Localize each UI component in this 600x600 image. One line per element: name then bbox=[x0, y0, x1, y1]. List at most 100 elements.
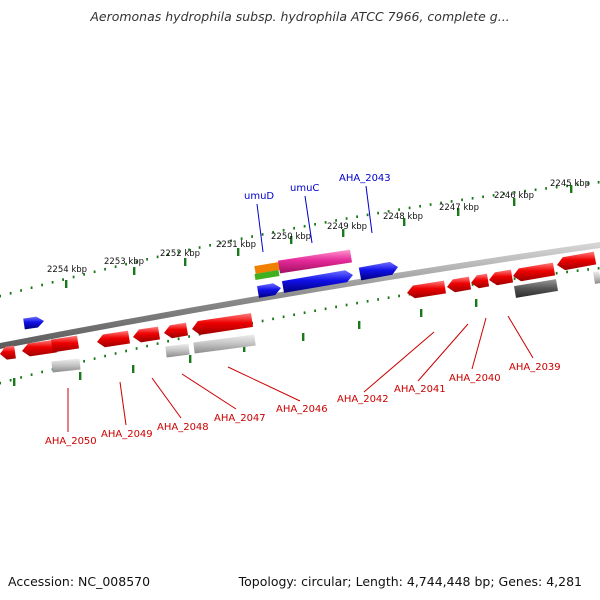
tick-dot bbox=[156, 255, 159, 259]
gene-name-label[interactable]: umuD bbox=[244, 191, 274, 202]
tick-dot bbox=[0, 381, 1, 385]
red-gene[interactable] bbox=[557, 251, 597, 271]
tick-dot bbox=[303, 311, 306, 315]
gray-feature[interactable] bbox=[51, 358, 81, 373]
tick-dot bbox=[408, 206, 411, 210]
aha2047-gene[interactable] bbox=[164, 322, 189, 339]
tick-dot bbox=[114, 352, 117, 355]
tick-dot bbox=[135, 347, 138, 350]
aha2040-gene[interactable] bbox=[471, 273, 490, 289]
tick-dot bbox=[20, 376, 22, 379]
scale-tick-label: 2245 kbp bbox=[550, 179, 590, 189]
tick-dot bbox=[251, 235, 253, 238]
map-title: Aeromonas hydrophila subsp. hydrophila A… bbox=[90, 9, 510, 24]
scale-tick-label: 2249 kbp bbox=[327, 222, 367, 232]
tick-dot bbox=[314, 309, 316, 313]
gene-label-connector bbox=[256, 203, 264, 253]
major-tick bbox=[403, 218, 406, 226]
aha2039-gene[interactable] bbox=[489, 269, 514, 286]
tick-dot bbox=[345, 217, 348, 220]
tick-dot bbox=[125, 262, 127, 266]
aha2042-gene[interactable] bbox=[407, 280, 446, 299]
aha2048-gene[interactable] bbox=[133, 326, 160, 343]
locus-tag-label[interactable]: AHA_2041 bbox=[394, 384, 446, 395]
gray-feature[interactable] bbox=[165, 343, 190, 358]
tick-dot bbox=[555, 271, 558, 275]
aha2046-gene[interactable] bbox=[192, 313, 253, 335]
red-gene[interactable] bbox=[0, 345, 16, 360]
locus-label-connector bbox=[151, 377, 182, 419]
major-tick bbox=[420, 309, 423, 317]
tick-dot bbox=[387, 296, 390, 299]
tick-dot bbox=[41, 370, 43, 374]
major-tick bbox=[13, 378, 16, 386]
major-tick bbox=[475, 299, 478, 307]
tick-dot bbox=[576, 183, 579, 186]
tick-dot bbox=[356, 215, 358, 219]
tick-dot bbox=[335, 305, 337, 309]
locus-tag-label[interactable]: AHA_2047 bbox=[214, 413, 266, 424]
umuD-feature-green[interactable] bbox=[254, 270, 280, 280]
tick-dot bbox=[356, 301, 358, 305]
tick-dot bbox=[114, 265, 117, 268]
tick-dot bbox=[293, 313, 295, 317]
gene-name-label[interactable]: AHA_2043 bbox=[339, 173, 391, 184]
tick-dot bbox=[104, 354, 106, 358]
aha2043-gene[interactable] bbox=[358, 261, 398, 281]
locus-label-connector bbox=[417, 323, 469, 382]
label-connectors bbox=[67, 185, 534, 432]
umuD-gene[interactable] bbox=[257, 283, 281, 298]
locus-tag-label[interactable]: AHA_2048 bbox=[157, 422, 209, 433]
locus-tag-label[interactable]: AHA_2046 bbox=[276, 404, 328, 415]
major-tick bbox=[290, 236, 293, 244]
tick-dot bbox=[398, 294, 400, 298]
tick-dot bbox=[240, 237, 243, 240]
major-tick bbox=[342, 229, 345, 237]
tick-dot bbox=[51, 280, 54, 284]
tick-dot bbox=[272, 317, 274, 321]
tick-dot bbox=[9, 291, 12, 295]
tick-dot bbox=[377, 298, 379, 301]
aha2049-gene[interactable] bbox=[97, 330, 130, 348]
gray-feature[interactable] bbox=[593, 271, 600, 284]
tick-dot bbox=[282, 228, 285, 232]
aha2041-gene[interactable] bbox=[447, 276, 472, 293]
tick-dot bbox=[492, 194, 495, 197]
gene-labels-bottom: AHA_2050 AHA_2049 AHA_2048 AHA_2047 AHA_2046… bbox=[45, 362, 561, 447]
tick-dot bbox=[377, 211, 379, 215]
locus-tag-label[interactable]: AHA_2050 bbox=[45, 436, 97, 447]
gene-name-label[interactable]: umuC bbox=[290, 183, 319, 194]
tick-dot bbox=[324, 307, 327, 311]
major-tick bbox=[570, 185, 573, 193]
locus-tag-label[interactable]: AHA_2042 bbox=[337, 394, 389, 405]
tick-dot bbox=[188, 248, 190, 252]
tick-dot bbox=[9, 378, 12, 382]
tick-dot bbox=[419, 204, 421, 208]
tick-dot bbox=[440, 201, 442, 205]
tick-dot bbox=[167, 339, 169, 343]
red-gene[interactable] bbox=[51, 335, 79, 353]
blue-gene-left[interactable] bbox=[23, 316, 44, 330]
umuC-feature[interactable] bbox=[278, 249, 352, 274]
locus-tag-label[interactable]: AHA_2040 bbox=[449, 373, 501, 384]
scale-tick-label: 2254 kbp bbox=[47, 265, 87, 275]
tick-dot bbox=[534, 188, 537, 192]
tick-dot bbox=[167, 253, 169, 256]
tick-dot bbox=[461, 198, 463, 202]
locus-tag-label[interactable]: AHA_2049 bbox=[101, 429, 153, 440]
red-gene[interactable] bbox=[513, 262, 556, 282]
tick-dot bbox=[314, 222, 316, 226]
tick-dot bbox=[345, 303, 348, 307]
dark-feature[interactable] bbox=[514, 279, 558, 298]
aha2050-gene[interactable] bbox=[22, 339, 57, 357]
tick-dot bbox=[566, 184, 568, 188]
tick-dot bbox=[230, 239, 232, 243]
locus-tag-label[interactable]: AHA_2039 bbox=[509, 362, 561, 373]
gray-feature[interactable] bbox=[193, 334, 256, 354]
tick-dot bbox=[272, 231, 274, 234]
umuC-gene[interactable] bbox=[282, 270, 353, 293]
tick-dot bbox=[219, 241, 222, 245]
tick-dot bbox=[198, 246, 201, 249]
tick-dot bbox=[282, 315, 285, 319]
